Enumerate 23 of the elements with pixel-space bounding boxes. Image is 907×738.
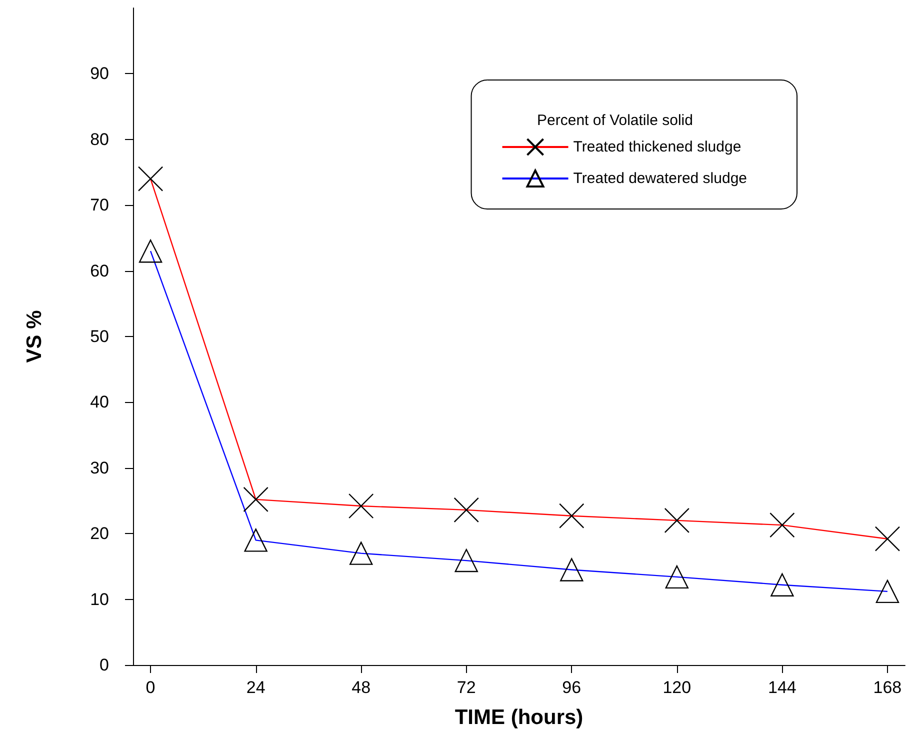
y-tick-label: 80 — [90, 130, 109, 149]
x-tick-label: 120 — [662, 678, 692, 697]
y-tick-label: 60 — [90, 261, 109, 280]
y-tick-label: 90 — [90, 64, 109, 84]
legend-title: Percent of Volatile solid — [537, 112, 693, 129]
y-tick-label: 70 — [90, 196, 109, 215]
x-tick-label: 24 — [246, 678, 266, 697]
y-tick-label: 40 — [90, 392, 109, 412]
x-tick-label: 48 — [352, 678, 371, 697]
x-tick-label: 168 — [873, 678, 902, 697]
y-tick-label: 30 — [90, 458, 109, 478]
y-tick-label: 50 — [90, 327, 109, 346]
x-tick-label: 96 — [562, 678, 582, 697]
x-tick-label: 72 — [456, 678, 476, 697]
legend-label: Treated dewatered sludge — [573, 170, 748, 187]
y-tick-label: 0 — [100, 656, 109, 674]
y-tick-label: 10 — [90, 590, 109, 609]
x-axis-title: TIME (hours) — [454, 706, 584, 729]
x-tick-label: 0 — [146, 678, 156, 697]
x-tick-label: 144 — [768, 678, 796, 697]
y-tick-label: 20 — [90, 524, 109, 544]
legend-label: Treated thickened sludge — [573, 138, 742, 156]
y-axis-title: VS % — [23, 310, 46, 363]
